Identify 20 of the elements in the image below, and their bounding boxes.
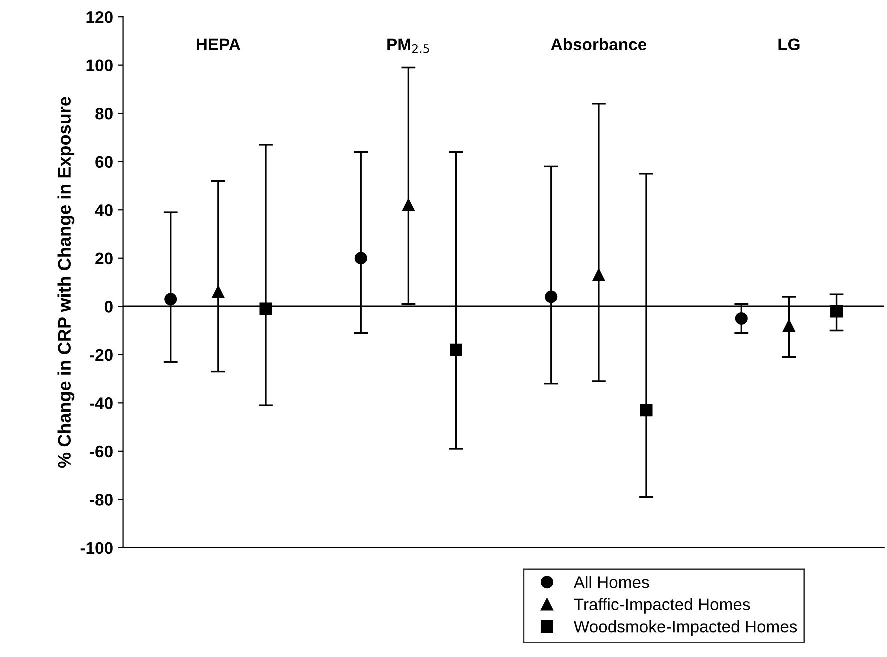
x-tick-label: PM$_{2.5}$: [388, 38, 430, 54]
y-tick-label: -20: [90, 349, 113, 362]
y-axis-title: % Change in CRP with Change in Exposure: [58, 97, 75, 468]
x-tick-label: LG: [778, 38, 800, 51]
y-tick-label: 100: [86, 60, 113, 72]
legend-label: Traffic-Impacted Homes: [574, 598, 750, 614]
legend-label: Woodsmoke-Impacted Homes: [574, 620, 798, 636]
y-tick-label: -40: [90, 398, 113, 410]
x-tick-label: HEPA: [197, 38, 241, 50]
y-tick-label: -60: [90, 446, 113, 458]
legend-label: All Homes: [574, 576, 650, 588]
y-tick-label: 120: [86, 11, 113, 24]
y-tick-label: 40: [95, 204, 113, 216]
y-tick-label: 80: [96, 108, 113, 120]
y-tick-label: 0: [104, 301, 113, 313]
y-tick-label: -100: [80, 542, 113, 554]
x-tick-label: Absorbance: [551, 38, 647, 51]
y-tick-label: 20: [96, 252, 113, 265]
y-tick-label: 60: [96, 156, 113, 168]
y-tick-label: -80: [90, 494, 113, 506]
